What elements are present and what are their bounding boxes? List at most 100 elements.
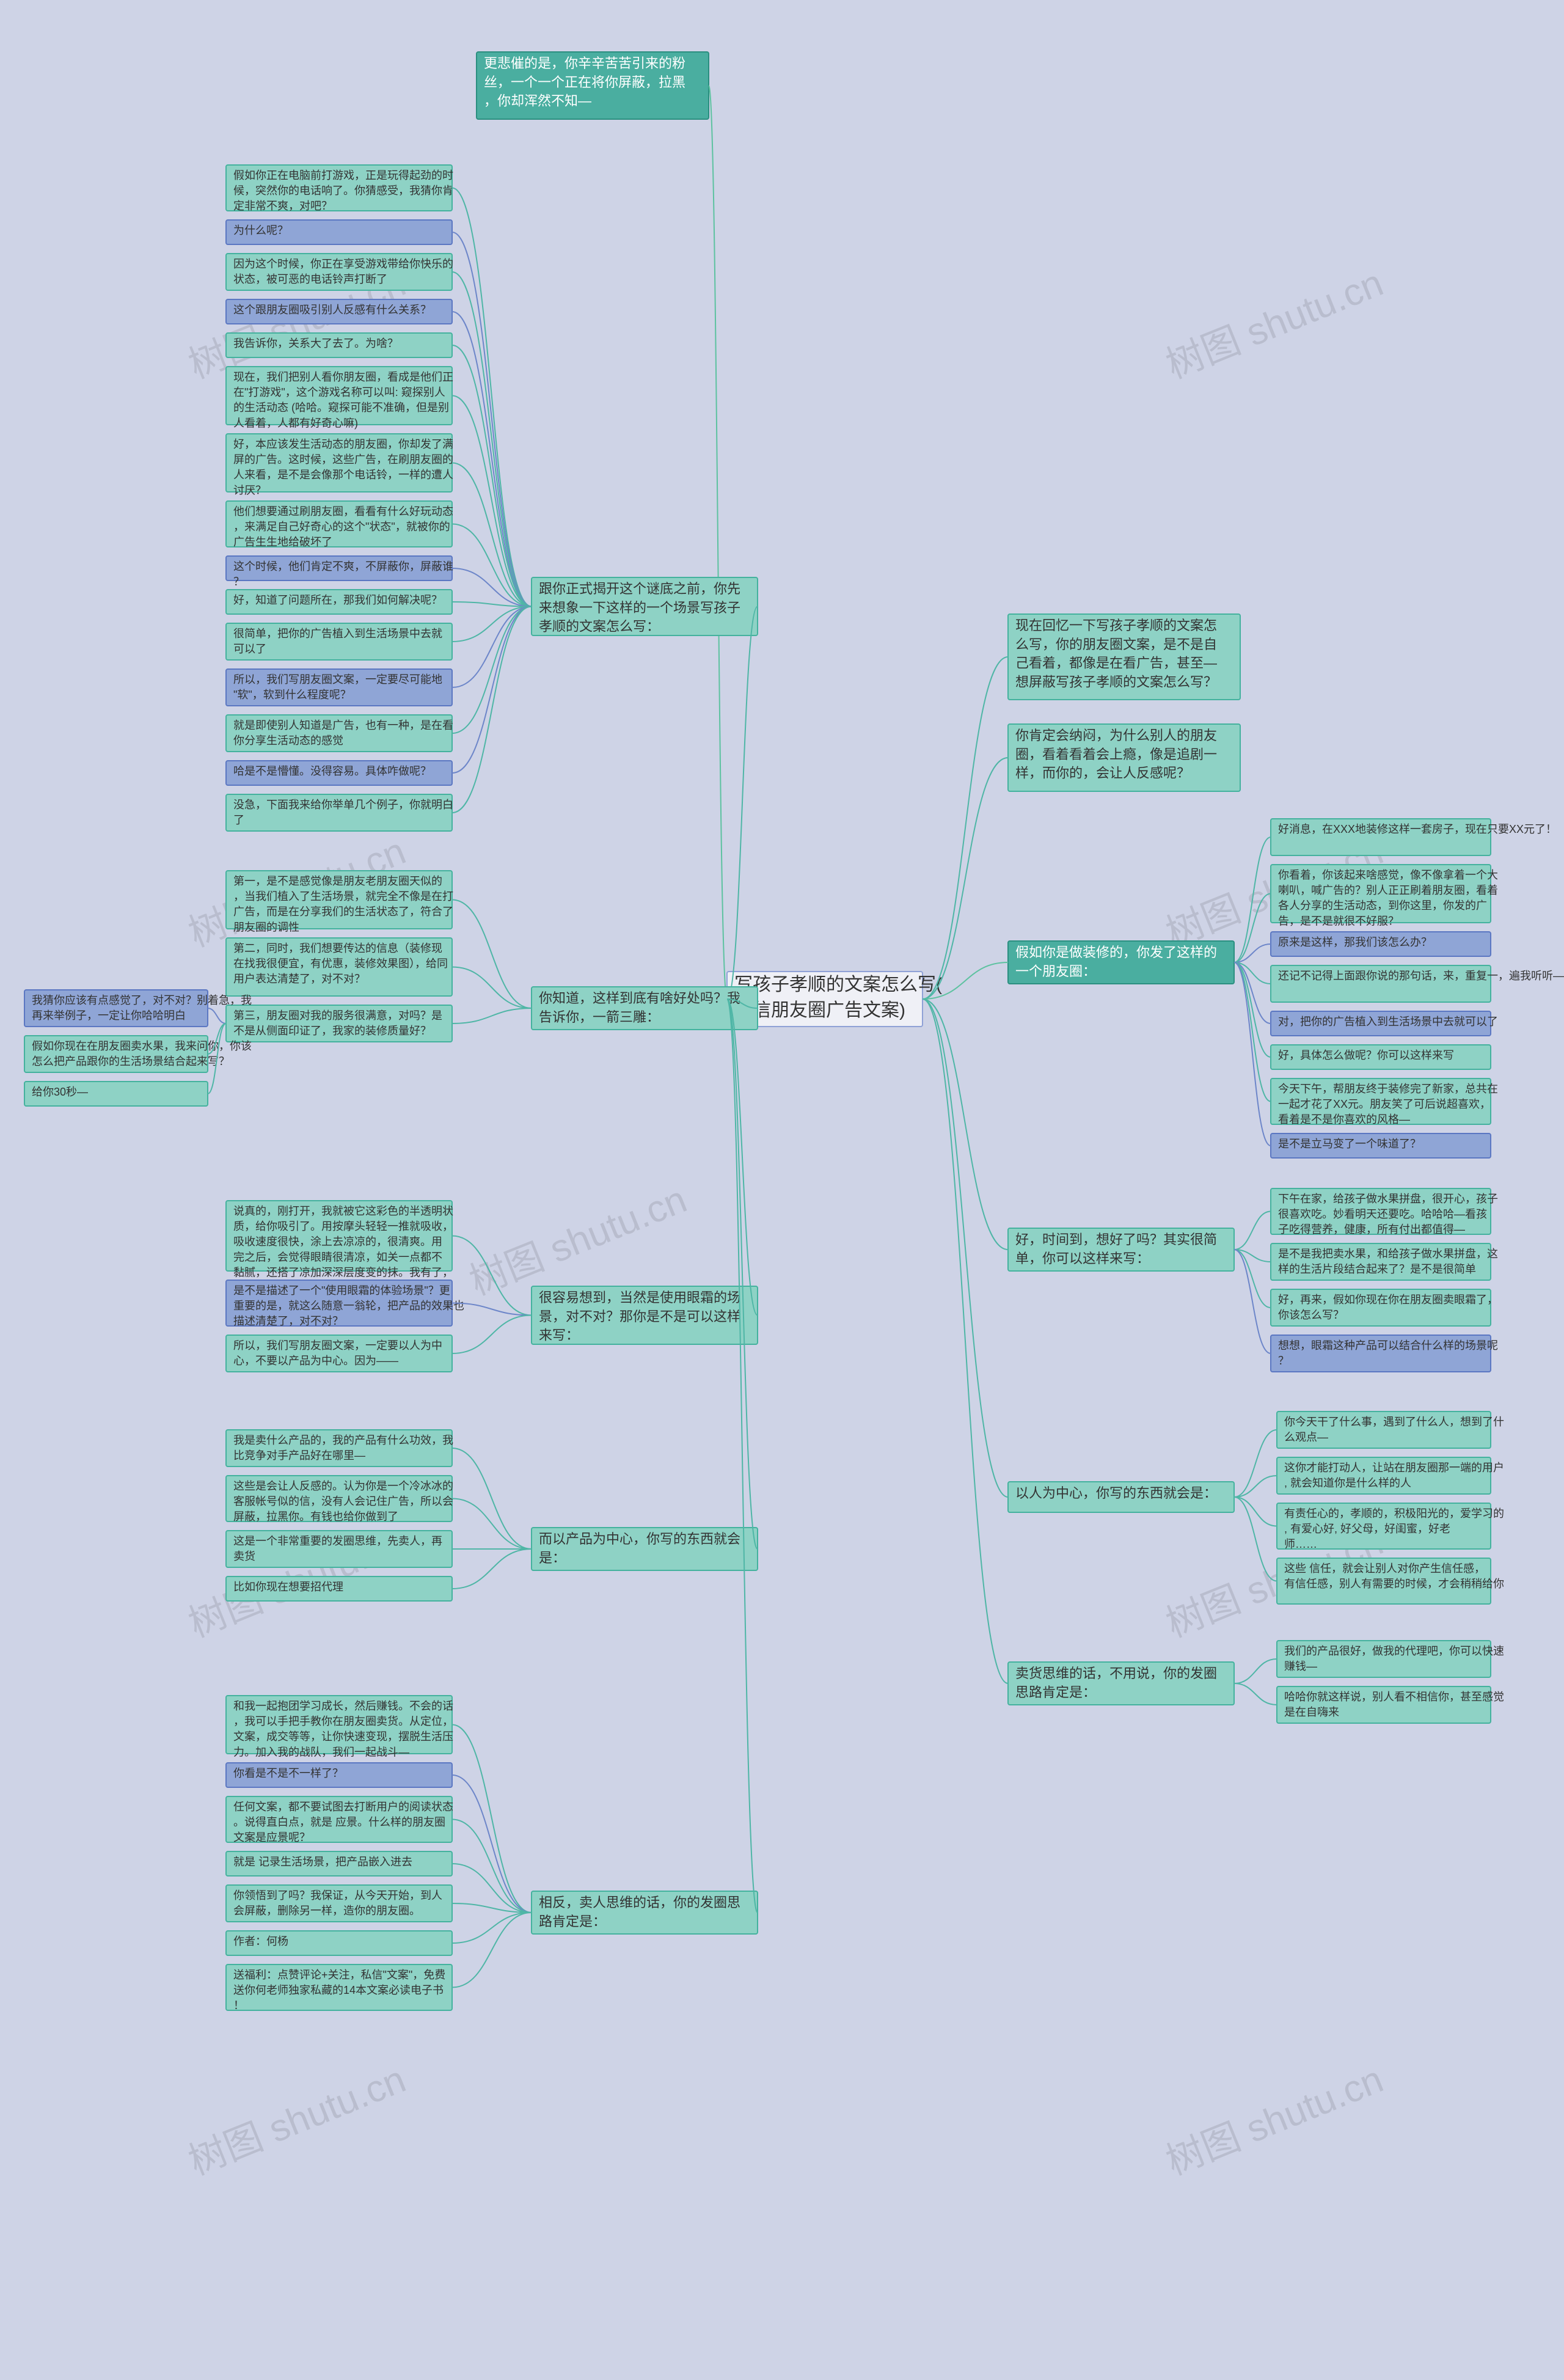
l5: 相反，卖人思维的话，你的发圈思路肯定是： (532, 1891, 758, 1934)
r5a: 你今天干了什么事，遇到了什么人，想到了什么观点— (1277, 1412, 1504, 1448)
l2c3: 给你30秒— (24, 1082, 208, 1106)
l5f: 作者：何杨 (226, 1931, 452, 1955)
l5a-line-1: ，我可以手把手教你在朋友圈卖货。从定位， (233, 1715, 453, 1727)
l0: 更悲催的是，你辛辛苦苦引来的粉丝，一个一个正在将你屏蔽，拉黑，你却浑然不知— (477, 52, 709, 119)
l4b-line-1: 客服帐号似的信，没有人会记住广告，所以会 (233, 1495, 453, 1507)
l4c: 这是一个非常重要的发圈思维，先卖人，再卖货 (226, 1531, 452, 1567)
l4a-line-0: 我是卖什么产品的，我的产品有什么功效，我 (233, 1434, 453, 1446)
r5b-line-0: 这你才能打动人，让站在朋友圈那一端的用户 (1284, 1462, 1504, 1474)
l3c-line-0: 所以，我们写朋友圈文案，一定要以人为中 (233, 1339, 442, 1352)
r6b: 哈哈你就这样说，别人看不相信你，甚至感觉是在自嗨来 (1277, 1686, 1504, 1723)
l5b: 你看是不是不一样了？ (226, 1763, 452, 1787)
l1m-line-1: 你分享生活动态的感觉 (233, 734, 343, 747)
r4b: 是不是我把卖水果，和给孩子做水果拼盘，这样的生活片段结合起来了？是不是很简单 (1271, 1243, 1498, 1280)
r4b-line-1: 样的生活片段结合起来了？是不是很简单 (1278, 1263, 1476, 1275)
l5d-line-0: 就是 记录生活场景，把产品嵌入进去 (233, 1856, 412, 1868)
l3-line-1: 景，对不对？那你是不是可以这样 (539, 1309, 740, 1324)
l1i-line-1: ？ (233, 576, 244, 588)
l1f-line-3: 人看着，人都有好奇心嘛) (233, 417, 358, 429)
r1-line-0: 现在回忆一下写孩子孝顺的文案怎 (1015, 618, 1217, 633)
l1g-line-3: 讨厌？ (233, 484, 266, 496)
l2b-line-1: 在找我很便宜，有优惠，装修效果图），给同 (233, 957, 448, 970)
l1l-line-0: 所以，我们写朋友圈文案，一定要尽可能地 (233, 673, 442, 686)
r4c-line-1: 你该怎么写？ (1278, 1309, 1344, 1321)
r5: 以人为中心，你写的东西就会是： (1008, 1482, 1234, 1512)
l1c-line-1: 状态，被可恶的电话铃声打断了 (233, 273, 387, 285)
l5c-line-2: 文案是应景呢？ (233, 1831, 310, 1844)
l5g: 送福利：点赞评论+关注，私信"文案"，免费送你何老师独家私藏的14本文案必读电子… (226, 1964, 452, 2012)
l5a: 和我一起抱团学习成长，然后赚钱。不会的话 ，我可以手把手教你在朋友圈卖货。从定位，… (226, 1696, 453, 1758)
l2-line-0: 你知道，这样到底有啥好处吗？我 (539, 990, 740, 1006)
l2b-line-2: 用户表达清楚了，对不对？ (233, 973, 365, 985)
r3b-line-1: 喇叭，喊广告的？别人正正刷着朋友圈，看着 (1278, 884, 1498, 896)
l1-line-0: 跟你正式揭开这个谜底之前，你先 (539, 581, 740, 596)
l1c: 因为这个时候，你正在享受游戏带给你快乐的状态，被可恶的电话铃声打断了 (226, 254, 453, 290)
l4-line-1: 是： (539, 1550, 566, 1565)
l2c: 第三，朋友圈对我的服务很满意，对吗？是不是从侧面印证了，我家的装修质量好？ (226, 1005, 452, 1042)
r4d-line-1: ？ (1278, 1355, 1289, 1367)
r6-line-0: 卖货思维的话，不用说，你的发圈 (1015, 1666, 1217, 1681)
r4d: 想想，眼霜这种产品可以结合什么样的场景呢 ？ (1271, 1335, 1498, 1372)
l2c-line-1: 不是从侧面印证了，我家的装修质量好？ (233, 1025, 431, 1037)
r3d-line-0: 还记不记得上面跟你说的那句话，来，重复一，遍我听听— (1278, 970, 1564, 982)
l4a: 我是卖什么产品的，我的产品有什么功效，我比竞争对手产品好在哪里— (226, 1430, 453, 1466)
l1h: 他们想要通过刷朋友圈，看看有什么好玩动态，来满足自己好奇心的这个"状态"，就被你… (226, 501, 453, 548)
l1f-line-1: 在"打游戏"，这个游戏名称可以叫: 窥探别人 (233, 386, 445, 398)
l0-line-0: 更悲催的是，你辛辛苦苦引来的粉 (484, 56, 685, 71)
r4a: 下午在家，给孩子做水果拼盘，很开心，孩子很喜欢吃。妙看明天还要吃。哈哈哈—看孩子… (1271, 1188, 1498, 1236)
r4c-line-0: 好，再来，假如你现在你在朋友圈卖眼霜了， (1278, 1294, 1498, 1306)
r6-line-1: 思路肯定是： (1015, 1685, 1096, 1700)
l5a-line-0: 和我一起抱团学习成长，然后赚钱。不会的话 (233, 1700, 453, 1712)
r3a-line-0: 好消息，在XXX地装修这样一套房子，现在只要XX元了！ (1278, 823, 1557, 835)
l1i-line-0: 这个时候，他们肯定不爽，不屏蔽你，屏蔽谁 (233, 560, 453, 573)
r5a-line-1: 么观点— (1284, 1431, 1328, 1443)
r5a-line-0: 你今天干了什么事，遇到了什么人，想到了什 (1284, 1416, 1504, 1428)
l1h-line-2: 广告生生地给破坏了 (233, 536, 332, 548)
l1a-line-0: 假如你正在电脑前打游戏，正是玩得起劲的时 (233, 169, 453, 181)
l1g-line-0: 好，本应该发生活动态的朋友圈，你却发了满 (233, 438, 453, 450)
r1-line-2: 己看着，都像是在看广告，甚至— (1015, 656, 1217, 671)
l1f-line-2: 的生活动态 (哈哈。窥探可能不准确，但是别 (233, 401, 449, 414)
r4: 好，时间到，想好了吗？其实很简单，你可以这样来写： (1008, 1228, 1234, 1271)
l4a-line-1: 比竞争对手产品好在哪里— (233, 1449, 365, 1462)
r6a: 我们的产品很好，做我的代理吧，你可以快速赚钱— (1277, 1641, 1504, 1677)
l5e-line-0: 你领悟到了吗？我保证，从今天开始，到人 (233, 1889, 442, 1902)
l5c: 任何文案，都不要试图去打断用户的阅读状态。说得直白点，就是 应景。什么样的朋友圈… (226, 1796, 453, 1844)
l1a-line-2: 定非常不爽，对吧？ (233, 200, 332, 212)
l1c-line-0: 因为这个时候，你正在享受游戏带给你快乐的 (233, 258, 453, 270)
r3-line-1: 一个朋友圈： (1015, 964, 1096, 979)
l1m-line-0: 就是即使别人知道是广告，也有一种，是在看 (233, 719, 453, 731)
r1: 现在回忆一下写孩子孝顺的文案怎么写，你的朋友圈文案，是不是自己看着，都像是在看广… (1008, 614, 1240, 700)
l5e: 你领悟到了吗？我保证，从今天开始，到人会屏蔽，删除另一样，造你的朋友圈。 (226, 1885, 452, 1922)
r5d: 这些 信任，就会让别人对你产生信任感，有信任感，别人有需要的时候，才会稍稍给你 (1277, 1558, 1504, 1604)
l3-line-2: 来写： (539, 1328, 579, 1343)
l1n: 哈是不是懵懂。没得容易。具体咋做呢？ (226, 761, 452, 785)
root-line-1: 微信朋友圈广告文案) (734, 1000, 905, 1020)
l1o-line-0: 没急，下面我来给你举单几个例子，你就明白 (233, 799, 453, 811)
l5-line-1: 路肯定是： (539, 1914, 606, 1929)
r3g-line-0: 今天下午，帮朋友终于装修完了新家，总共在 (1278, 1083, 1498, 1095)
r3b-line-3: 告，是不是就很不好服？ (1278, 915, 1399, 927)
l1h-line-0: 他们想要通过刷朋友圈，看看有什么好玩动态 (233, 505, 453, 518)
l5c-line-1: 。说得直白点，就是 应景。什么样的朋友圈 (233, 1816, 445, 1828)
l1b: 为什么呢？ (226, 220, 452, 244)
r2-line-2: 样，而你的，会让人反感呢？ (1015, 766, 1190, 781)
l3b-line-1: 重要的是，就这么随意一翁轮，把产品的效果也 (233, 1300, 464, 1312)
l4b-line-0: 这些是会让人反感的。认为你是一个冷冰冰的 (233, 1480, 453, 1492)
r3h: 是不是立马变了一个味道了？ (1271, 1133, 1491, 1158)
l4b: 这些是会让人反感的。认为你是一个冷冰冰的客服帐号似的信，没有人会记住广告，所以会… (226, 1476, 453, 1523)
l5g-line-1: 送你何老师独家私藏的14本文案必读电子书 (233, 1984, 444, 1996)
r5c-line-2: 师…… (1284, 1538, 1317, 1550)
l3: 很容易想到，当然是使用眼霜的场景，对不对？那你是不是可以这样来写： (532, 1286, 758, 1344)
r6a-line-1: 赚钱— (1284, 1660, 1317, 1672)
l5a-line-3: 力。加入我的战队，我们一起战斗— (233, 1746, 409, 1758)
l2-line-1: 告诉你，一箭三雕： (539, 1009, 660, 1025)
r3h-line-0: 是不是立马变了一个味道了？ (1278, 1138, 1421, 1150)
l1l-line-1: "软"，软到什么程度呢？ (233, 689, 351, 701)
r5c-line-0: 有责任心的，孝顺的，积极阳光的，爱学习的 (1284, 1507, 1504, 1520)
r3b: 你看着，你该起来啥感觉，像不像拿着一个大喇叭，喊广告的？别人正正刷着朋友圈，看着… (1271, 865, 1498, 927)
r3f: 好，具体怎么做呢？你可以这样来写 (1271, 1045, 1491, 1069)
r5-line-0: 以人为中心，你写的东西就会是： (1015, 1485, 1217, 1501)
l1a-line-1: 候，突然你的电话响了。你猜感受，我猜你肯 (233, 185, 453, 197)
r4d-line-0: 想想，眼霜这种产品可以结合什么样的场景呢 (1278, 1339, 1498, 1352)
